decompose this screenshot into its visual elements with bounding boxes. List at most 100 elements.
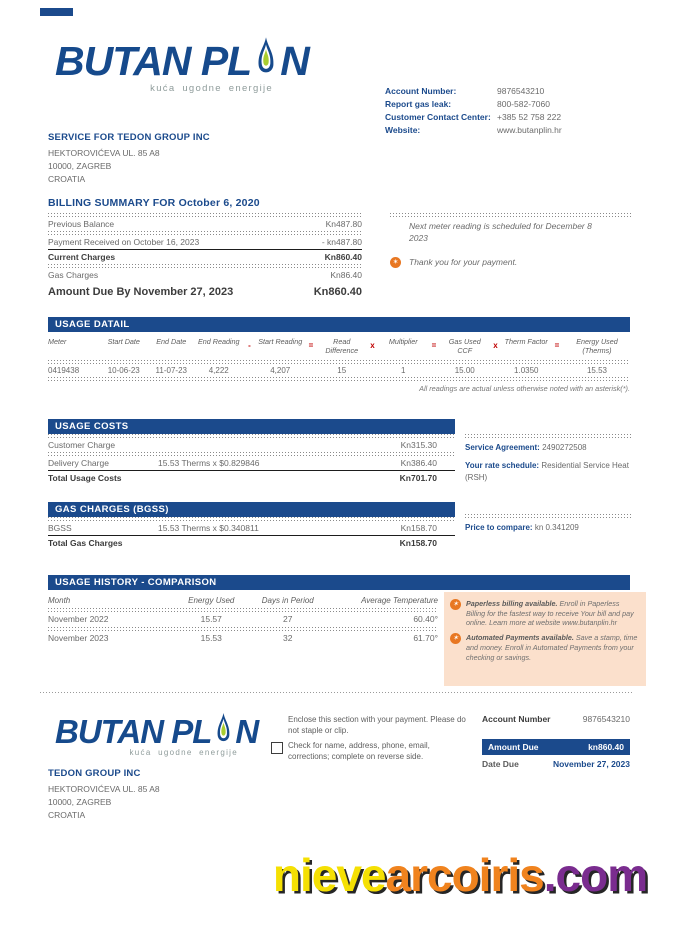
brand-name-right: N <box>280 38 310 84</box>
corner-accent-bar <box>40 8 73 16</box>
summary-row-current-charges: Current Charges Kn860.40 <box>48 250 362 264</box>
divider <box>48 470 455 471</box>
divider <box>48 434 455 438</box>
brand-name: BUTAN PL N <box>55 712 259 750</box>
brand-name-left: BUTAN PL <box>55 713 212 750</box>
end-date-value: 11-07-23 <box>155 365 187 375</box>
website-value: www.butanplin.hr <box>497 125 562 135</box>
service-agreement-value: 2490272508 <box>542 443 587 452</box>
usage-history-section: USAGE HISTORY - COMPARISON Month Energy … <box>48 575 630 646</box>
recipient-address-line: 10000, ZAGREB <box>48 797 112 807</box>
gas-leak-value: 800-582-7060 <box>497 99 550 109</box>
account-number-label: Account Number: <box>385 86 457 96</box>
column-header: Month <box>48 596 71 605</box>
row-label: Customer Charge <box>48 440 116 450</box>
promo-lead: Paperless billing available. <box>466 599 558 608</box>
summary-row-gas-charges: Gas Charges Kn86.40 <box>48 268 362 282</box>
column-header: End Date <box>156 337 187 346</box>
promo-body: Save a stamp, time and money. Enroll in … <box>466 633 638 662</box>
contact-info-block: Account Number: 9876543210 Report gas le… <box>385 85 632 137</box>
gas-charges-header-bar: GAS CHARGES (BGSS) <box>48 502 455 517</box>
divider <box>48 535 455 536</box>
column-header: Start Reading <box>258 337 303 346</box>
column-header: Read Difference <box>325 337 359 356</box>
billing-notes-block: Next meter reading is scheduled for Dece… <box>390 213 632 268</box>
stub-amount-due-bar: Amount Due kn860.40 <box>482 739 630 755</box>
row-value: Kn487.80 <box>325 219 362 229</box>
usage-history-row: November 2022 15.57 27 60.40° <box>48 612 438 627</box>
usage-detail-header-bar: USAGE DATAIL <box>48 317 630 332</box>
column-header: Average Temperature <box>361 596 438 605</box>
row-label: Delivery Charge <box>48 458 109 468</box>
service-address-block: SERVICE FOR TEDON GROUP INC HEKTOROVIĆEV… <box>48 132 308 186</box>
multiplier-value: 1 <box>401 365 406 375</box>
column-header: Days in Period <box>261 596 314 605</box>
row-label: Payment Received on October 16, 2023 <box>48 237 200 247</box>
total-label: Total Usage Costs <box>48 473 122 483</box>
usage-detail-section: USAGE DATAIL Meter Start Date End Date E… <box>48 317 630 393</box>
amount-due-row: Amount Due By November 27, 2023 Kn860.40 <box>48 284 362 301</box>
column-header: Start Date <box>107 337 140 346</box>
brand-tagline: kuća ugodne energije <box>150 82 273 94</box>
column-header: Energy Used (Therms) <box>576 337 618 356</box>
stub-instruction-corrections: Check for name, address, phone, email, c… <box>288 741 430 762</box>
brand-logo: BUTAN PL N kuća ugodne energije <box>55 36 310 94</box>
date-due-value: November 27, 2023 <box>552 759 630 769</box>
row-detail: 15.53 Therms x $0.829846 <box>158 458 260 468</box>
payment-thanks-note: Thank you for your payment. <box>409 257 518 267</box>
contact-row-account: Account Number: 9876543210 <box>385 85 632 98</box>
divider <box>390 213 632 217</box>
row-value: Kn860.40 <box>324 252 362 262</box>
flame-icon <box>254 36 278 82</box>
perforation-line <box>40 692 632 693</box>
orange-badge-icon <box>450 633 461 645</box>
stub-date-due-row: Date Due November 27, 2023 <box>482 757 630 772</box>
usage-detail-footnote: All readings are actual unless otherwise… <box>419 383 630 393</box>
operator-equals: = <box>554 341 560 351</box>
site-watermark: nievearcoiris.com <box>250 852 670 898</box>
orange-badge-icon <box>390 256 401 268</box>
divider <box>48 359 630 364</box>
stub-brand-logo: BUTAN PL N kuća ugodne energije <box>55 712 259 757</box>
read-diff-value: 15 <box>337 365 347 375</box>
promo-lead: Automated Payments available. <box>466 633 574 643</box>
column-header: Therm Factor <box>504 337 548 346</box>
start-reading-value: 4,207 <box>270 365 291 375</box>
corrections-checkbox[interactable] <box>271 742 283 754</box>
cost-row-delivery-charge: Delivery Charge 15.53 Therms x $0.829846… <box>48 456 455 470</box>
contact-row-center: Customer Contact Center: +385 52 758 222 <box>385 111 632 124</box>
divider <box>48 231 362 235</box>
recipient-address-line: HEKTOROVIĆEVA UL. 85 A8 <box>48 784 160 794</box>
brand-name-left: BUTAN PL <box>55 38 252 84</box>
usage-detail-header-row: Meter Start Date End Date End Reading - … <box>48 332 630 360</box>
total-value: Kn701.70 <box>399 473 437 483</box>
price-to-compare-value: kn 0.341209 <box>534 523 579 532</box>
promo-text: Automated Payments available. Save a sta… <box>466 633 638 662</box>
row-detail: 15.53 Therms x $0.340811 <box>158 523 259 533</box>
gas-charges-total-row: Total Gas Charges Kn158.70 <box>48 536 455 551</box>
service-for-title: SERVICE FOR TEDON GROUP INC <box>48 132 210 143</box>
column-header: Meter <box>48 337 67 346</box>
divider <box>465 434 631 438</box>
watermark-part: nieve <box>272 849 387 901</box>
energy-used-value: 15.53 <box>586 365 608 375</box>
stub-account-row: Account Number 9876543210 <box>482 713 630 726</box>
row-value: Kn86.40 <box>330 270 362 280</box>
contact-center-value: +385 52 758 222 <box>497 112 562 122</box>
divider <box>48 517 455 521</box>
billing-summary-title: BILLING SUMMARY FOR October 6, 2020 <box>48 197 260 209</box>
usage-history-header-row: Month Energy Used Days in Period Average… <box>48 593 438 608</box>
recipient-address-line: CROATIA <box>48 810 86 820</box>
contact-center-label: Customer Contact Center: <box>385 112 491 122</box>
row-label: Gas Charges <box>48 270 99 280</box>
account-number-value: 9876543210 <box>497 86 545 96</box>
operator-equals: = <box>308 341 314 351</box>
divider <box>48 608 438 612</box>
amount-due-label: Amount Due By November 27, 2023 <box>48 286 234 298</box>
service-agreement-row: Service Agreement: 2490272508 <box>465 442 631 454</box>
start-date-value: 10-06-23 <box>107 365 140 375</box>
rate-schedule-label: Your rate schedule: <box>465 461 540 470</box>
brand-name-right: N <box>235 713 259 750</box>
amount-due-value: Kn860.40 <box>313 286 362 298</box>
promo-text: Paperless billing available. Enroll in P… <box>466 599 638 628</box>
